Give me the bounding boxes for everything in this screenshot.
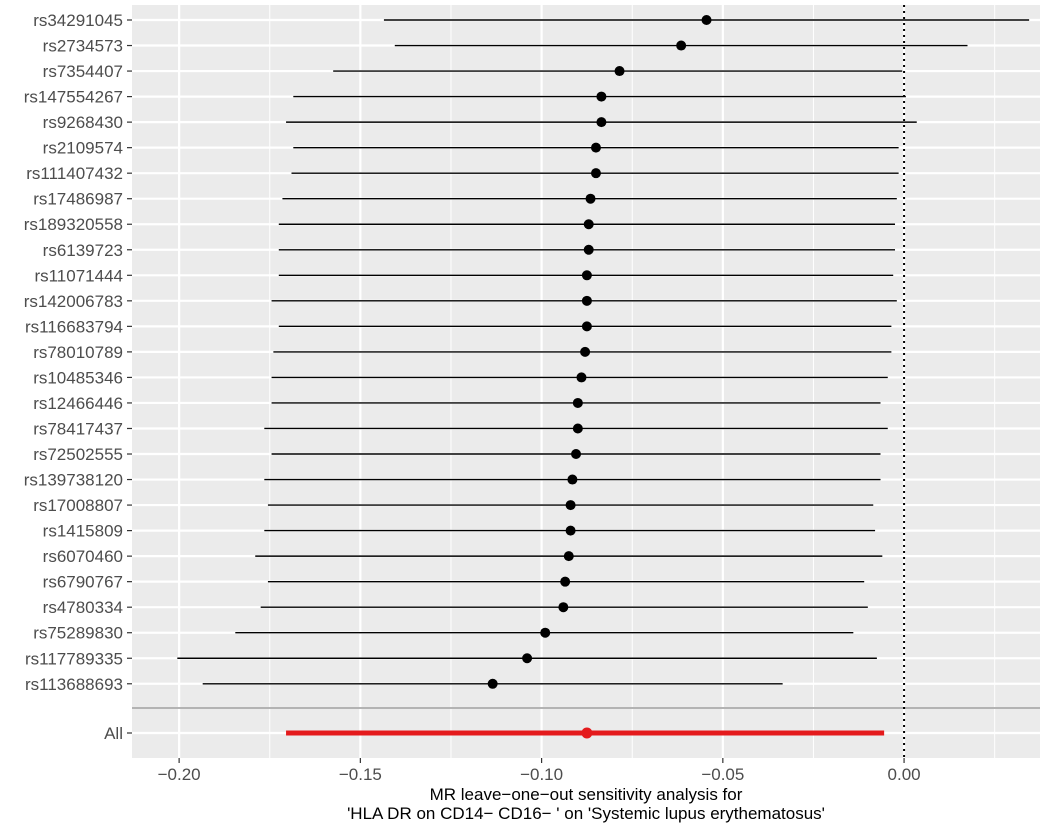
estimate-point-rs6139723 [583, 244, 594, 255]
estimate-point-rs7354407 [614, 66, 625, 77]
snp-label: rs9268430 [43, 113, 123, 132]
x-tick-label: 0.00 [888, 765, 921, 784]
snp-label: rs117789335 [25, 649, 123, 668]
snp-label: rs116683794 [25, 317, 123, 336]
snp-label: rs34291045 [33, 11, 123, 30]
snp-label: rs6790767 [43, 573, 123, 592]
overall-label: All [104, 724, 123, 743]
snp-label: rs17486987 [33, 190, 123, 209]
snp-label: rs10485346 [33, 368, 123, 387]
snp-label: rs12466446 [33, 394, 123, 413]
snp-label: rs7354407 [43, 62, 123, 81]
x-tick-label: −0.10 [520, 765, 563, 784]
estimate-point-rs139738120 [567, 474, 578, 485]
x-axis-tick-labels: −0.20 −0.15 −0.10 −0.05 0.00 [158, 765, 921, 784]
estimate-point-rs4780334 [558, 602, 569, 613]
estimate-point-rs2734573 [676, 40, 687, 51]
estimate-point-rs12466446 [572, 397, 583, 408]
estimate-point-rs6790767 [560, 576, 571, 587]
snp-label: rs6070460 [43, 547, 123, 566]
estimate-point-rs147554267 [596, 91, 607, 102]
x-tick-label: −0.15 [339, 765, 382, 784]
estimate-point-rs142006783 [581, 295, 592, 306]
snp-label: rs11071444 [34, 266, 123, 285]
snp-label: rs2734573 [43, 37, 123, 56]
estimate-point-rs34291045 [701, 15, 712, 25]
snp-label: rs139738120 [24, 471, 123, 490]
estimate-point-rs189320558 [583, 219, 594, 230]
x-axis-title-line: MR leave−one−out sensitivity analysis fo… [430, 785, 743, 804]
snp-label: rs78417437 [33, 419, 123, 438]
snp-label: rs72502555 [33, 445, 123, 464]
estimate-point-rs117789335 [522, 653, 533, 664]
estimate-point-overall [581, 727, 593, 739]
estimate-point-rs10485346 [576, 372, 587, 383]
snp-label: rs113688693 [25, 675, 123, 694]
estimate-point-rs78417437 [572, 423, 583, 434]
snp-label: rs189320558 [24, 215, 123, 234]
estimate-point-rs75289830 [540, 627, 551, 638]
estimate-point-rs17008807 [565, 500, 576, 511]
x-tick-label: −0.05 [701, 765, 744, 784]
snp-label: rs78010789 [33, 343, 123, 362]
snp-label: rs142006783 [24, 292, 123, 311]
estimate-point-rs116683794 [581, 321, 592, 332]
estimate-point-rs113688693 [487, 678, 498, 689]
estimate-point-rs1415809 [565, 525, 576, 536]
snp-label: rs1415809 [43, 522, 123, 541]
x-tick-label: −0.20 [158, 765, 201, 784]
estimate-point-rs9268430 [596, 117, 607, 128]
snp-label: rs6139723 [43, 241, 123, 260]
estimate-point-rs72502555 [571, 449, 582, 460]
snp-label: rs4780334 [43, 598, 123, 617]
estimate-point-rs11071444 [581, 270, 592, 281]
estimate-point-rs2109574 [590, 142, 601, 153]
x-axis-title-line: 'HLA DR on CD14− CD16− ' on 'Systemic lu… [347, 804, 825, 823]
y-axis-labels: rs34291045 rs2734573 rs7354407 rs147554267 r… [24, 11, 123, 743]
point-estimates [487, 15, 712, 739]
estimate-point-rs111407432 [590, 168, 601, 179]
snp-label: rs111407432 [26, 164, 123, 183]
x-axis-ticks [127, 19, 905, 763]
estimate-point-rs78010789 [580, 346, 591, 357]
estimate-point-rs17486987 [585, 193, 596, 204]
snp-label: rs2109574 [43, 139, 123, 158]
x-axis-title: MR leave−one−out sensitivity analysis fo… [347, 785, 825, 823]
estimate-point-rs6070460 [563, 551, 574, 562]
snp-label: rs17008807 [33, 496, 123, 515]
snp-label: rs147554267 [24, 88, 123, 107]
snp-label: rs75289830 [33, 624, 123, 643]
